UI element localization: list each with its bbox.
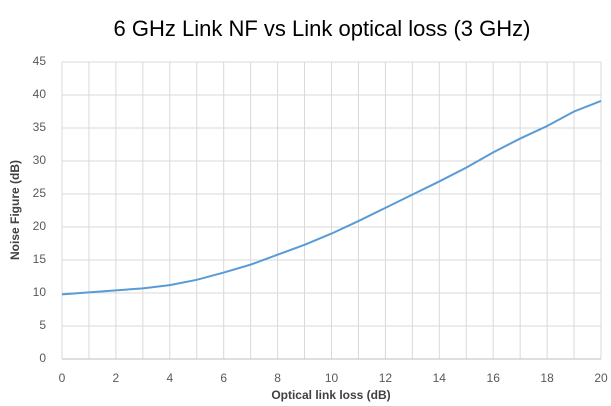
x-tick-label: 0 xyxy=(59,371,66,385)
y-tick-label: 40 xyxy=(33,87,47,101)
y-tick-label: 25 xyxy=(33,186,47,200)
x-tick-label: 20 xyxy=(594,371,608,385)
x-tick-label: 12 xyxy=(379,371,393,385)
x-tick-label: 16 xyxy=(487,371,501,385)
x-axis-title: Optical link loss (dB) xyxy=(271,388,390,402)
chart-title: 6 GHz Link NF vs Link optical loss (3 GH… xyxy=(114,16,531,41)
y-tick-label: 15 xyxy=(33,252,47,266)
y-tick-label: 45 xyxy=(33,54,47,68)
x-tick-label: 8 xyxy=(274,371,281,385)
x-tick-label: 4 xyxy=(166,371,173,385)
y-tick-label: 5 xyxy=(39,318,46,332)
y-axis-title: Noise Figure (dB) xyxy=(8,160,22,260)
data-line xyxy=(61,100,602,296)
y-tick-label: 35 xyxy=(33,120,47,134)
y-tick-label: 20 xyxy=(33,219,47,233)
y-tick-label: 10 xyxy=(33,285,47,299)
x-tick-label: 14 xyxy=(433,371,447,385)
y-tick-label: 0 xyxy=(39,351,46,365)
x-tick-label: 6 xyxy=(220,371,227,385)
x-tick-label: 18 xyxy=(540,371,554,385)
x-tick-label: 10 xyxy=(325,371,339,385)
y-tick-label: 30 xyxy=(33,153,47,167)
x-tick-label: 2 xyxy=(113,371,120,385)
